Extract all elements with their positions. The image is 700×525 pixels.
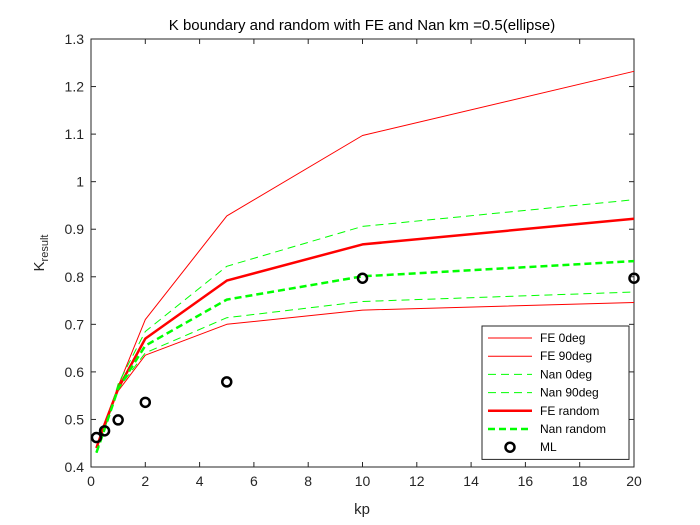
series-line-nan-random: [95, 259, 635, 454]
x-tick-label: 4: [196, 473, 204, 489]
legend-label: FE 90deg: [540, 349, 592, 363]
x-tick-label: 20: [626, 473, 642, 489]
legend-label: ML: [540, 440, 557, 454]
y-axis-label-sub: result: [39, 235, 51, 262]
ml-marker: [221, 376, 233, 388]
y-tick-label: 1.2: [65, 79, 85, 95]
ml-marker: [98, 425, 111, 437]
y-tick-label: 0.8: [65, 269, 85, 285]
x-tick-label: 12: [409, 473, 425, 489]
y-tick-label: 0.4: [65, 459, 85, 475]
legend-label: Nan random: [540, 422, 606, 436]
ml-marker: [628, 272, 640, 284]
series-line-fe-random: [95, 217, 635, 449]
ml-marker: [139, 396, 152, 409]
x-tick-label: 8: [304, 473, 312, 489]
series-line-nan-0deg: [95, 199, 635, 453]
x-tick-label: 0: [87, 473, 95, 489]
legend-label: Nan 0deg: [540, 367, 592, 381]
x-tick-label: 18: [572, 473, 588, 489]
y-tick-label: 0.6: [65, 364, 85, 380]
legend-label: FE random: [540, 404, 599, 418]
y-tick-label: 0.7: [65, 316, 85, 332]
legend-label: Nan 90deg: [540, 386, 599, 400]
series-layer: [95, 70, 635, 454]
y-axis-label: Kresult: [31, 235, 51, 272]
axes: 0 2 4 6 8 10 12 14 16 18 20 0.4 0.5 0.6 0.7 0.8 0.9 1 1.1 1…: [65, 31, 642, 489]
y-axis-label-main: K: [31, 261, 48, 271]
x-tick-label: 16: [518, 473, 534, 489]
y-tick-label: 0.5: [65, 411, 85, 427]
x-tick-label: 14: [463, 473, 479, 489]
ml-marker: [356, 272, 369, 284]
chart-title: K boundary and random with FE and Nan km…: [169, 17, 555, 34]
x-tick-label: 10: [355, 473, 371, 489]
x-tick-label: 2: [141, 473, 149, 489]
ml-marker: [112, 414, 124, 426]
legend: FE 0deg FE 90deg Nan 0deg Nan 90deg FE rando…: [481, 325, 630, 460]
x-axis-label: kp: [354, 501, 370, 518]
legend-marker-swatch: [504, 441, 516, 453]
y-tick-label: 1: [76, 174, 84, 190]
x-tick-label: 6: [250, 473, 258, 489]
y-tick-label: 1.1: [65, 126, 85, 142]
y-tick-label: 1.3: [65, 31, 85, 47]
marker-layer: [90, 272, 640, 444]
y-tick-label: 0.9: [65, 221, 85, 237]
legend-label: FE 0deg: [540, 331, 585, 345]
ml-marker: [90, 431, 103, 444]
